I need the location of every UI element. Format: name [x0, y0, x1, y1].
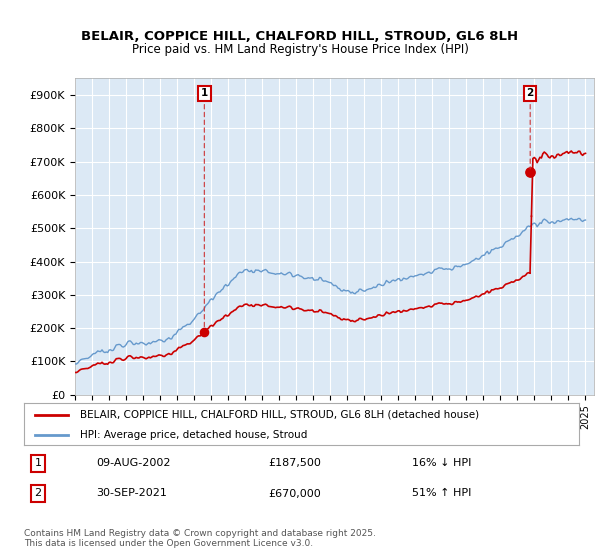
Text: £670,000: £670,000 [268, 488, 321, 498]
Text: £187,500: £187,500 [268, 459, 321, 468]
Point [200, 328, 209, 337]
Text: 51% ↑ HPI: 51% ↑ HPI [413, 488, 472, 498]
Text: 1: 1 [34, 459, 41, 468]
Text: Contains HM Land Registry data © Crown copyright and database right 2025.
This d: Contains HM Land Registry data © Crown c… [24, 529, 376, 548]
Text: HPI: Average price, detached house, Stroud: HPI: Average price, detached house, Stro… [79, 430, 307, 440]
Point [526, 167, 535, 176]
Text: 30-SEP-2021: 30-SEP-2021 [96, 488, 167, 498]
Text: 1: 1 [200, 88, 208, 329]
Text: 2: 2 [527, 88, 534, 169]
Text: BELAIR, COPPICE HILL, CHALFORD HILL, STROUD, GL6 8LH (detached house): BELAIR, COPPICE HILL, CHALFORD HILL, STR… [79, 410, 479, 420]
Text: 2: 2 [34, 488, 41, 498]
Text: Price paid vs. HM Land Registry's House Price Index (HPI): Price paid vs. HM Land Registry's House … [131, 43, 469, 56]
Text: 09-AUG-2002: 09-AUG-2002 [96, 459, 170, 468]
Text: 16% ↓ HPI: 16% ↓ HPI [413, 459, 472, 468]
Text: BELAIR, COPPICE HILL, CHALFORD HILL, STROUD, GL6 8LH: BELAIR, COPPICE HILL, CHALFORD HILL, STR… [82, 30, 518, 43]
